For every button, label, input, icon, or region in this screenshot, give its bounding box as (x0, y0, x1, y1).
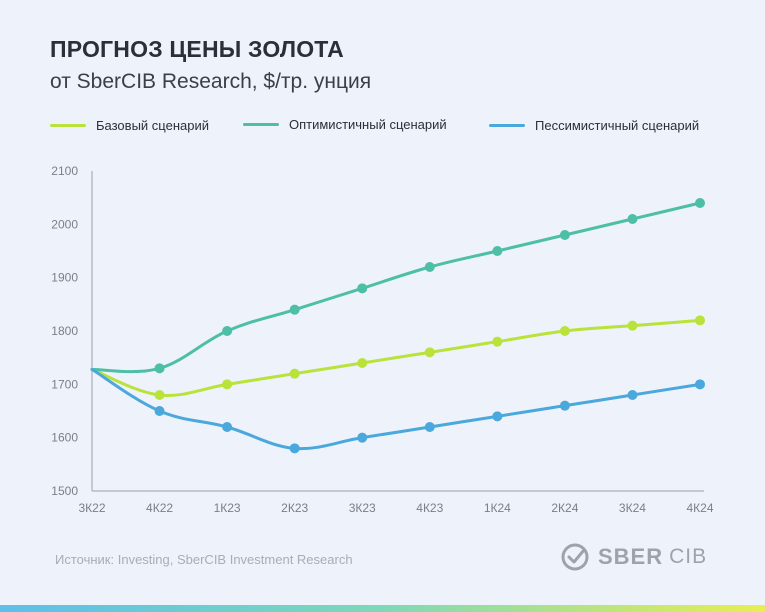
data-point-pessimistic (492, 411, 503, 422)
data-point-base (424, 347, 435, 358)
data-point-optimistic (222, 326, 233, 336)
legend-label-optimistic: Оптимистичный сценарий (289, 117, 447, 132)
brand-sub: CIB (669, 545, 708, 568)
data-point-base (492, 336, 503, 347)
chart-title: ПРОГНОЗ ЦЕНЫ ЗОЛОТА (50, 36, 344, 62)
data-point-base (289, 368, 300, 379)
series-line-pessimistic (90, 367, 702, 451)
x-tick-label: 2К23 (281, 501, 308, 515)
data-point-optimistic (627, 214, 638, 224)
data-point-pessimistic (424, 422, 435, 432)
y-tick-label: 1600 (51, 431, 78, 445)
x-tick-label: 3К24 (619, 501, 646, 515)
data-point-optimistic (289, 304, 300, 315)
data-point-base (154, 390, 165, 400)
data-point-optimistic (154, 363, 165, 374)
sber-check-icon (561, 543, 589, 571)
legend-item-optimistic: Оптимистичный сценарий (243, 117, 447, 132)
series-line-optimistic (90, 201, 702, 374)
data-point-base (559, 326, 570, 336)
y-tick-label: 2000 (51, 217, 78, 231)
legend-label-pessimistic: Пессимистичный сценарий (535, 118, 700, 133)
data-point-pessimistic (222, 422, 233, 432)
x-tick-label: 2К24 (551, 501, 578, 515)
y-tick-label: 2100 (51, 164, 78, 178)
data-point-pessimistic (559, 400, 570, 411)
x-tick-label: 1К24 (484, 501, 511, 515)
data-point-base (357, 358, 368, 368)
x-tick-label: 3К22 (78, 501, 105, 515)
y-tick-label: 1700 (51, 377, 78, 391)
data-point-base (627, 320, 638, 331)
legend-item-pessimistic: Пессимистичный сценарий (489, 118, 699, 133)
data-point-pessimistic (627, 390, 638, 400)
data-point-pessimistic (695, 379, 705, 390)
brand-name: SBER (598, 544, 664, 569)
legend-swatch-optimistic (243, 123, 279, 126)
legend-swatch-pessimistic (489, 124, 525, 127)
x-tick-label: 4К22 (146, 501, 173, 515)
y-tick-label: 1800 (51, 324, 78, 338)
data-point-optimistic (559, 230, 570, 240)
data-point-base (695, 315, 705, 326)
legend-label-base: Базовый сценарий (96, 118, 209, 133)
series-line-base (90, 318, 702, 397)
x-tick-label: 1К23 (214, 501, 241, 515)
source-note: Источник: Investing, SberCIB Investment … (55, 552, 353, 567)
legend-swatch-base (50, 124, 86, 127)
x-tick-label: 4К23 (416, 501, 443, 515)
y-tick-label: 1900 (51, 271, 78, 285)
x-tick-label: 4К24 (686, 501, 713, 515)
data-point-pessimistic (289, 443, 300, 454)
data-point-optimistic (695, 198, 705, 208)
data-point-pessimistic (154, 406, 165, 416)
chart-subtitle: от SberCIB Research, $/тр. унция (50, 70, 372, 93)
y-tick-label: 1500 (51, 484, 78, 498)
bottom-gradient-bar (0, 605, 765, 612)
data-point-base (222, 379, 233, 390)
x-tick-label: 3К23 (349, 501, 376, 515)
data-point-pessimistic (357, 432, 368, 443)
data-point-optimistic (424, 262, 435, 272)
sber-cib-logo: SBER CIB (560, 542, 707, 572)
data-point-optimistic (492, 246, 503, 256)
legend-item-base: Базовый сценарий (50, 118, 209, 133)
data-point-optimistic (357, 283, 368, 294)
